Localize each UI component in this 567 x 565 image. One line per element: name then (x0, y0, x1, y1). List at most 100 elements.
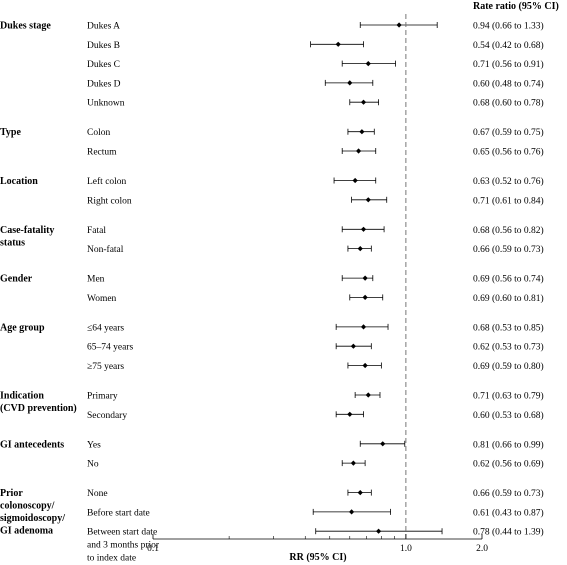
row-label: Left colon (87, 176, 127, 187)
point-estimate (360, 226, 367, 232)
rate-ratio-text: 0.78 (0.44 to 1.39) (473, 527, 544, 538)
rate-ratio-text: 0.68 (0.56 to 0.82) (473, 225, 544, 236)
x-axis-ticks: 0.1 1.0 2.0 (147, 534, 488, 554)
group-label-line: GI adenoma (0, 526, 53, 537)
rate-ratio-text: 0.61 (0.43 to 0.87) (473, 507, 544, 518)
rate-ratio-text: 0.62 (0.53 to 0.73) (473, 342, 544, 353)
group-label: Type (0, 127, 21, 138)
row-label-line: Dukes D (87, 79, 121, 89)
point-estimate (362, 294, 368, 300)
row-label-line: Yes (87, 440, 101, 450)
row-label: Dukes D (87, 79, 121, 89)
x-axis-label: RR (95% CI) (289, 552, 346, 563)
row-label: ≤64 years (87, 323, 124, 333)
group-label-line: Case-fatality (0, 225, 54, 236)
row-label-line: Colon (87, 128, 110, 138)
x-tick-label: 0.1 (147, 544, 159, 554)
group-label-line: (CVD prevention) (0, 403, 77, 414)
rate-ratio-header: Rate ratio (95% CI) (473, 1, 559, 12)
row-label-line: Rectum (87, 148, 117, 158)
row-label-line: None (87, 489, 108, 499)
row-label: ≥75 years (87, 362, 124, 372)
point-estimate (352, 177, 358, 184)
row-label: Rectum (87, 148, 117, 158)
point-estimate (365, 197, 371, 203)
point-estimate (396, 22, 402, 28)
group-label: Prior colonoscopy/sigmoidoscopy/GI adenom… (0, 488, 65, 536)
group-label-line: Indication (0, 391, 44, 402)
rate-ratio-text: 0.65 (0.56 to 0.76) (473, 147, 544, 158)
group-label-line: sigmoidoscopy/ (0, 513, 65, 524)
point-estimate (350, 343, 356, 349)
rate-ratio-text: 0.69 (0.60 to 0.81) (473, 293, 544, 304)
point-estimate (360, 324, 367, 330)
group-label-line: Dukes stage (0, 21, 51, 32)
rate-ratio-text: 0.71 (0.61 to 0.84) (473, 195, 544, 206)
row-label-line: Left colon (87, 176, 127, 187)
point-estimate (359, 129, 365, 135)
rate-ratio-text: 0.69 (0.56 to 0.74) (473, 274, 544, 285)
rate-ratio-text: 0.60 (0.48 to 0.74) (473, 78, 544, 89)
row-label: Dukes B (87, 41, 120, 51)
point-estimate (348, 509, 355, 515)
row-label: Right colon (87, 196, 132, 206)
group-label: Age group (0, 322, 45, 333)
rate-ratio-text: 0.54 (0.42 to 0.68) (473, 40, 544, 51)
rate-ratio-text: 0.71 (0.63 to 0.79) (473, 391, 544, 402)
row-label: No (87, 460, 99, 470)
rate-ratio-text: 0.66 (0.59 to 0.73) (473, 488, 544, 499)
group-label-line: status (0, 237, 25, 248)
row-label: Dukes C (87, 60, 120, 70)
row-label: Colon (87, 128, 110, 138)
row-label-line: Dukes C (87, 60, 120, 70)
group-label-line: Age group (0, 322, 45, 333)
row-label-line: ≤64 years (87, 323, 124, 333)
row-label-line: Dukes A (87, 22, 120, 32)
rate-ratio-text: 0.81 (0.66 to 0.99) (473, 439, 544, 450)
x-tick-label: 1.0 (400, 544, 412, 554)
row-label: Secondary (87, 411, 127, 421)
group-label: GI antecedents (0, 439, 64, 450)
row-label-line: Non-fatal (87, 244, 124, 255)
group-label-line: colonoscopy/ (0, 501, 55, 512)
row-label: Primary (87, 392, 118, 402)
row-label-line: 65–74 years (87, 343, 133, 353)
point-estimate (347, 80, 353, 86)
point-estimate (357, 246, 363, 252)
row-label: Men (87, 275, 105, 285)
row-label-line: Between start date (87, 528, 157, 538)
row-label-line: Fatal (87, 226, 106, 236)
rate-ratio-text: 0.60 (0.53 to 0.68) (473, 410, 544, 421)
row-label: Yes (87, 440, 101, 450)
group-label: Dukes stage (0, 21, 51, 32)
row-label-line: Secondary (87, 411, 127, 421)
rate-ratio-text: 0.68 (0.60 to 0.78) (473, 98, 544, 109)
point-estimate (375, 528, 382, 534)
row-label-line: and 3 months prior (87, 541, 160, 551)
point-estimate (347, 411, 353, 417)
x-tick-label: 2.0 (476, 544, 488, 554)
row-label-line: Right colon (87, 196, 132, 206)
group-label-line: Type (0, 127, 21, 138)
row-label-line: Primary (87, 392, 118, 402)
row-label: Fatal (87, 226, 106, 236)
rate-ratio-text: 0.62 (0.56 to 0.69) (473, 459, 544, 470)
point-estimate (362, 275, 368, 281)
group-label-line: Gender (0, 274, 33, 285)
row-label-line: No (87, 460, 99, 470)
rate-ratio-text: 0.69 (0.59 to 0.80) (473, 361, 544, 372)
point-estimate (350, 460, 356, 466)
row-label: Unknown (87, 99, 125, 109)
point-estimate (365, 61, 371, 67)
group-label: Location (0, 176, 38, 187)
point-estimate (355, 148, 362, 154)
forest-rows: Dukes stage Dukes A 0.94 (0.66 to 1.33) Duk… (0, 21, 544, 564)
point-estimate (360, 99, 367, 105)
row-label: Before start date (87, 507, 150, 518)
point-estimate (365, 392, 371, 398)
group-label: Indication (CVD prevention) (0, 391, 77, 415)
point-estimate (380, 441, 386, 447)
row-label: None (87, 489, 108, 499)
row-label-line: ≥75 years (87, 362, 124, 372)
row-label: 65–74 years (87, 343, 133, 353)
